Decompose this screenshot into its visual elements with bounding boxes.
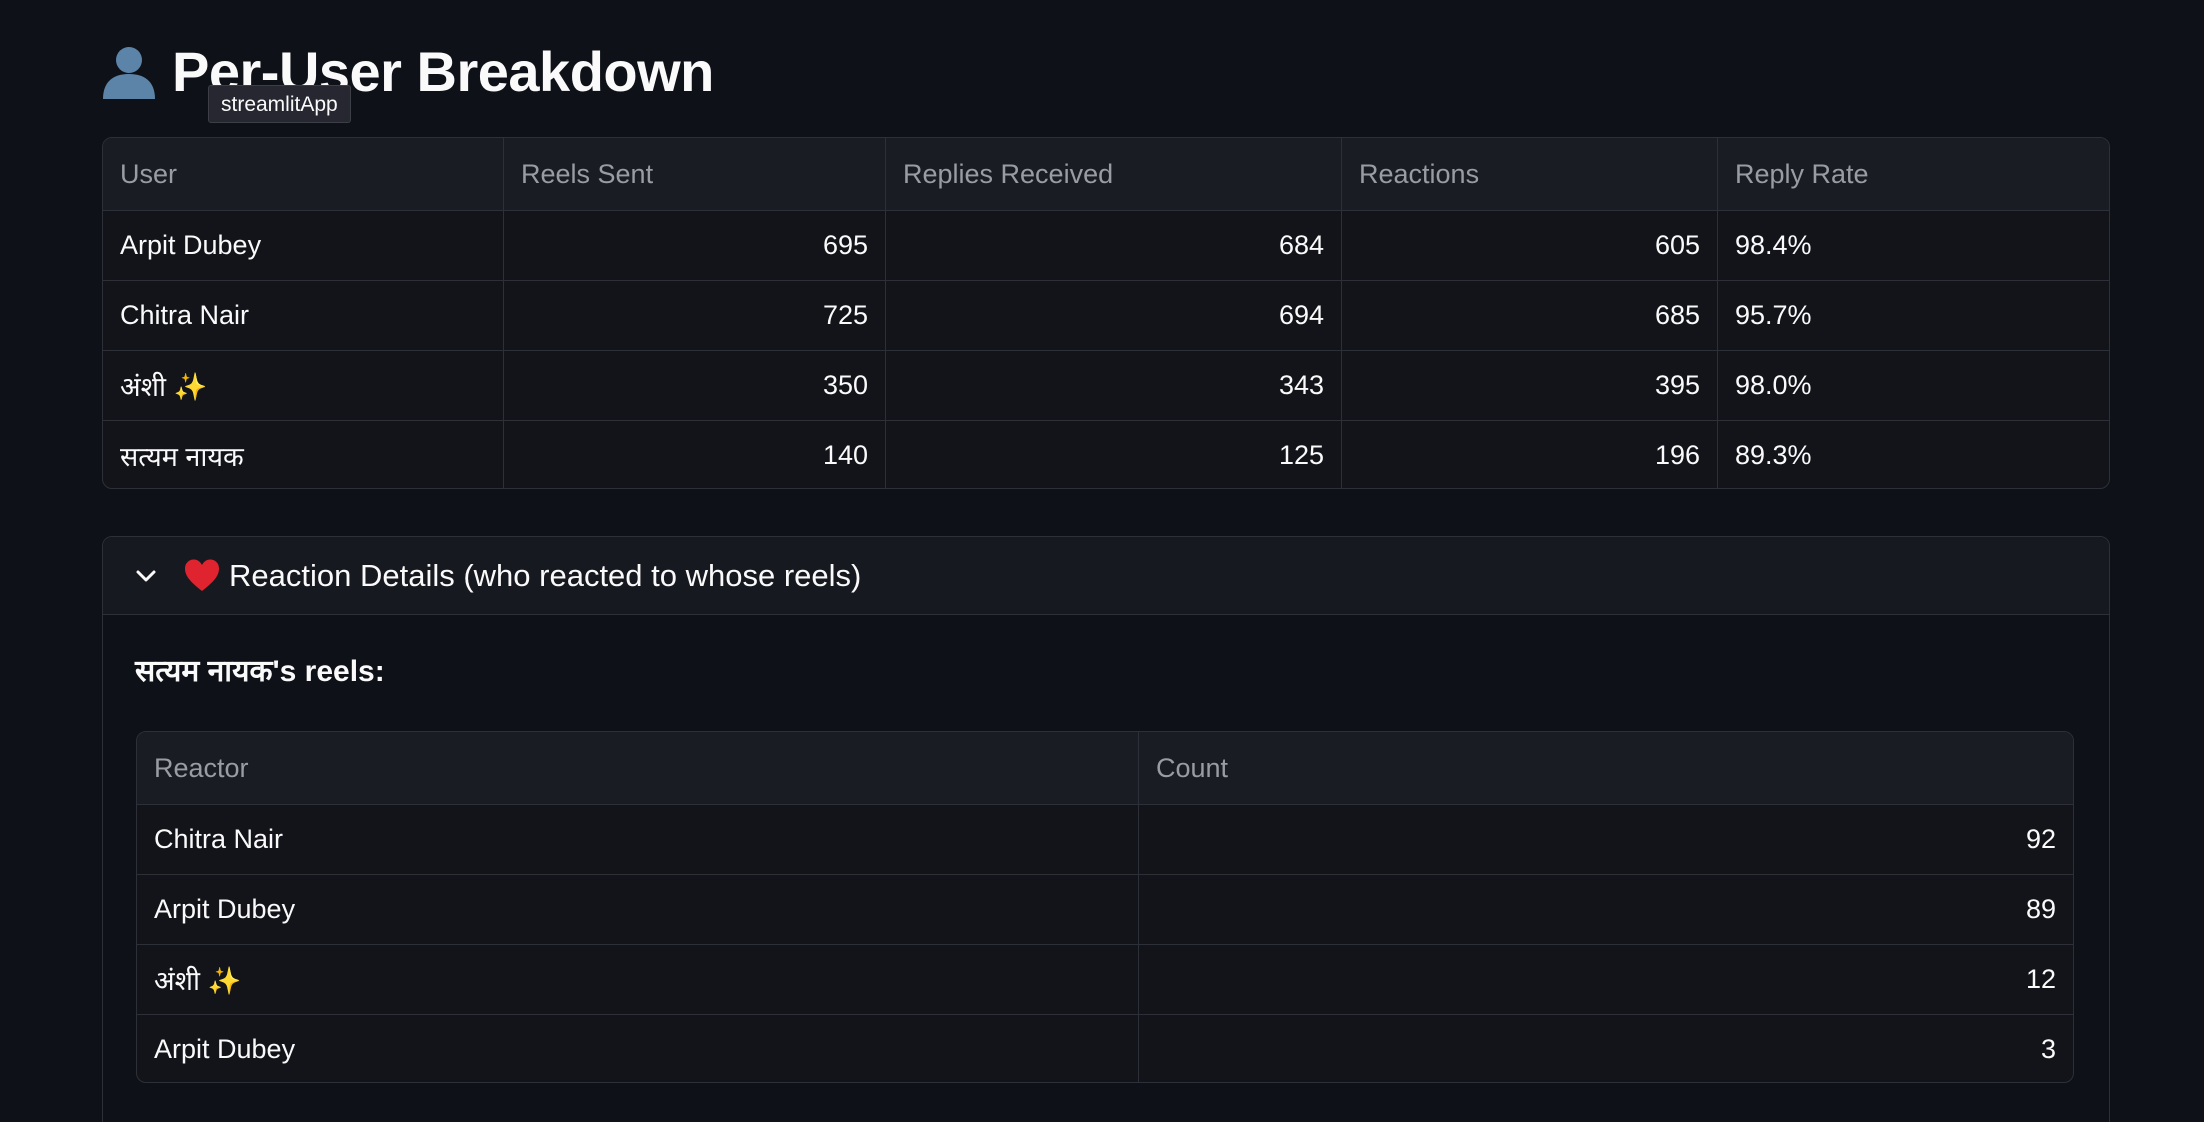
table-cell[interactable]: Arpit Dubey [154,1034,296,1064]
table-row: Arpit Dubey 695 684 605 98.4% [103,210,2109,280]
reaction-table[interactable]: Reactor Count Chitra Nair 92 Arpit Dubey… [136,731,2074,1083]
table-cell[interactable]: 140 [503,421,885,488]
chevron-down-icon [136,570,156,581]
table-cell[interactable]: Chitra Nair [120,300,250,330]
table-row: Arpit Dubey 89 [137,874,2073,944]
table-row: Chitra Nair 725 694 685 95.7% [103,280,2109,350]
table-cell[interactable]: 95.7% [1717,281,2109,350]
table-cell[interactable]: Arpit Dubey [120,230,262,260]
table-cell[interactable]: Arpit Dubey [154,894,296,924]
table-cell[interactable]: 3 [1138,1015,2073,1082]
table-cell[interactable]: 605 [1341,211,1717,280]
table-cell[interactable]: 89 [1138,875,2073,944]
table-cell[interactable]: 92 [1138,805,2073,874]
table-cell[interactable]: 685 [1341,281,1717,350]
table-row: Chitra Nair 92 [137,804,2073,874]
user-silhouette-icon [103,47,155,99]
per-user-table[interactable]: User Reels Sent Replies Received Reactio… [102,137,2110,489]
table-row: अंशी ✨ 12 [137,944,2073,1014]
table-row: Arpit Dubey 3 [137,1014,2073,1082]
column-header-user[interactable]: User [120,158,178,189]
table-cell[interactable]: Chitra Nair [154,824,284,854]
table-cell[interactable]: 343 [885,351,1341,420]
table-cell[interactable]: 395 [1341,351,1717,420]
expander-toggle[interactable]: Reaction Details (who reacted to whose r… [103,537,2109,615]
heart-icon [185,559,219,591]
table-cell[interactable]: अंशी ✨ [120,372,208,402]
table-header-row: Reactor Count [137,732,2073,804]
table-cell[interactable]: 725 [503,281,885,350]
table-cell[interactable]: 196 [1341,421,1717,488]
column-header-reply-rate[interactable]: Reply Rate [1717,138,2109,210]
table-row: सत्यम नायक 140 125 196 89.3% [103,420,2109,488]
table-cell[interactable]: 98.0% [1717,351,2109,420]
column-header-reactions[interactable]: Reactions [1341,138,1717,210]
expander-label: Reaction Details (who reacted to whose r… [229,557,862,593]
table-cell[interactable]: 684 [885,211,1341,280]
tooltip: streamlitApp [208,85,351,123]
reaction-details-expander: Reaction Details (who reacted to whose r… [102,536,2110,1122]
table-cell[interactable]: अंशी ✨ [154,966,242,996]
table-header-row: User Reels Sent Replies Received Reactio… [103,138,2109,210]
column-header-count[interactable]: Count [1138,732,2073,804]
table-cell[interactable]: 98.4% [1717,211,2109,280]
table-cell[interactable]: 694 [885,281,1341,350]
table-cell[interactable]: सत्यम नायक [120,442,244,472]
table-cell[interactable]: 89.3% [1717,421,2109,488]
table-row: अंशी ✨ 350 343 395 98.0% [103,350,2109,420]
table-cell[interactable]: 125 [885,421,1341,488]
reels-subheading: सत्यम नायक's reels: [135,655,385,688]
table-cell[interactable]: 12 [1138,945,2073,1014]
table-cell[interactable]: 350 [503,351,885,420]
column-header-replies-received[interactable]: Replies Received [885,138,1341,210]
column-header-reels-sent[interactable]: Reels Sent [503,138,885,210]
page-title-row: Per-User Breakdown [100,36,714,108]
column-header-reactor[interactable]: Reactor [154,752,249,783]
table-cell[interactable]: 695 [503,211,885,280]
